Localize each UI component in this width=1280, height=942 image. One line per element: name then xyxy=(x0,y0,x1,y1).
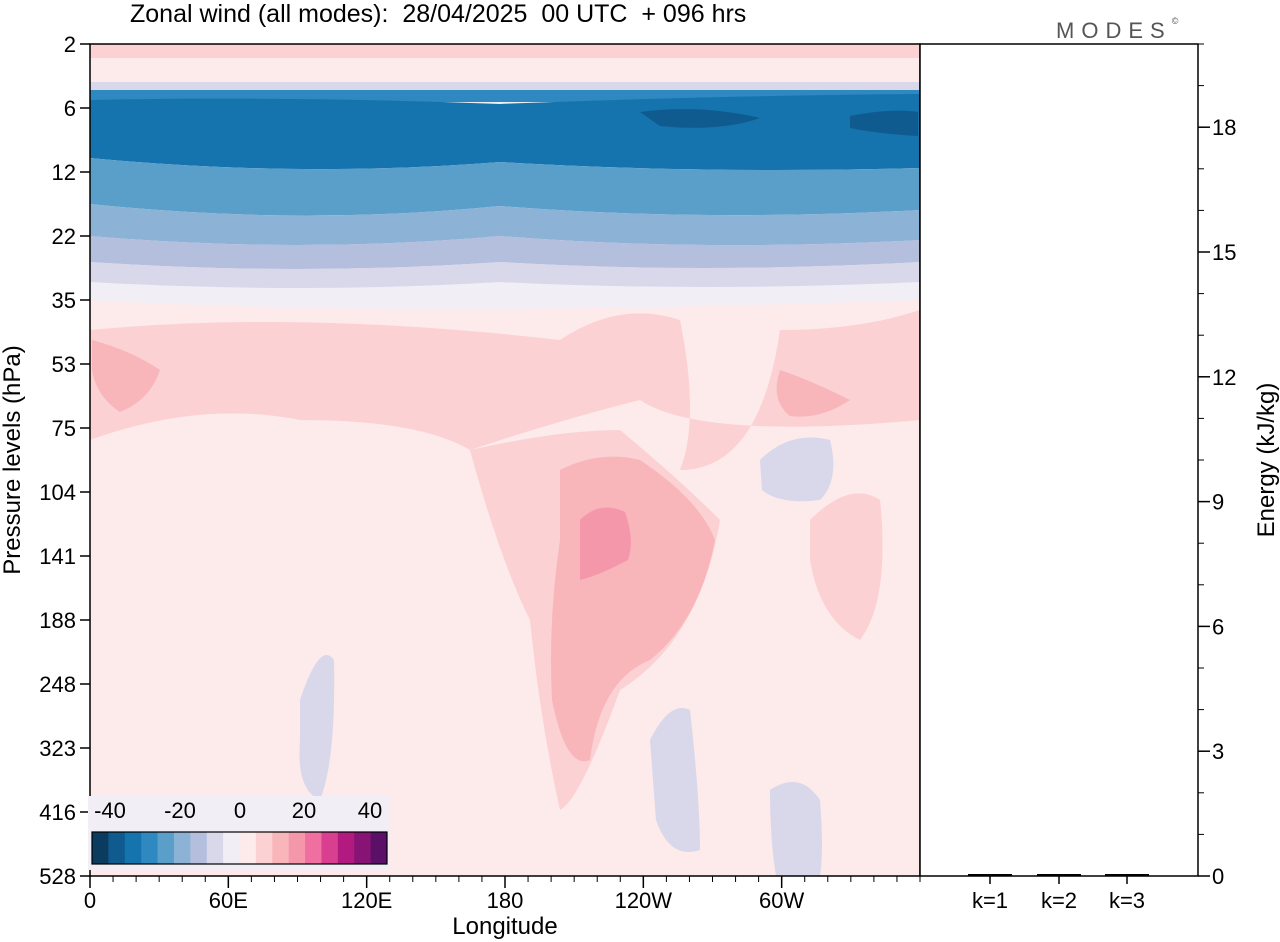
energy-x-axis: k=1 k=2 k=3 xyxy=(972,876,1145,913)
colorbar-tick-label: 20 xyxy=(292,798,316,823)
colorbar-frame xyxy=(91,831,388,865)
modes-logo: MODES© xyxy=(1056,15,1179,44)
band-easterly-faint xyxy=(90,236,920,269)
colorbar-tick-label: -20 xyxy=(164,798,196,823)
band-upper-westerly xyxy=(90,44,920,58)
colorbar-swatch xyxy=(337,832,355,864)
easterly-patch-4 xyxy=(760,437,834,502)
energy-x-tick-label: k=3 xyxy=(1109,888,1145,913)
y-tick-label: 416 xyxy=(39,800,76,825)
chart-title: Zonal wind (all modes): 28/04/2025 00 UT… xyxy=(130,0,747,28)
x-tick-label: 120W xyxy=(615,888,673,913)
band-easterly-max-2 xyxy=(850,110,918,136)
colorbar-swatch xyxy=(223,832,240,864)
jet-core-max xyxy=(580,507,631,580)
band-easterly-weak xyxy=(90,204,920,246)
energy-y-tick-label: 9 xyxy=(1212,490,1224,515)
x-tick-label: 180 xyxy=(487,888,524,913)
band-zero xyxy=(90,82,920,90)
energy-bar xyxy=(1105,874,1149,876)
energy-bar xyxy=(968,874,1012,876)
band-easterly-mid xyxy=(90,158,920,216)
westerly-lobe-right xyxy=(810,493,883,640)
y-axis-label: Pressure levels (hPa) xyxy=(0,345,26,574)
colorbar-swatch xyxy=(288,832,306,864)
y-tick-label: 323 xyxy=(39,736,76,761)
colorbar-swatch xyxy=(173,832,191,864)
y-tick-label: 22 xyxy=(52,224,76,249)
colorbar-tick-label: 0 xyxy=(234,798,246,823)
y-tick-label: 528 xyxy=(39,864,76,889)
easterly-patch-2 xyxy=(650,708,700,852)
energy-y-tick-label: 6 xyxy=(1212,614,1224,639)
logo-mark: © xyxy=(1171,15,1179,26)
colorbar-swatch xyxy=(92,832,109,864)
energy-y-axis: 0 3 6 9 12 15 18 xyxy=(1198,43,1236,889)
y-tick-label: 12 xyxy=(52,160,76,185)
easterly-patch-3 xyxy=(770,782,822,876)
colorbar-tick-label: -40 xyxy=(94,798,126,823)
logo-text: MODES xyxy=(1056,18,1172,43)
y-tick-label: 75 xyxy=(52,416,76,441)
x-axis-label: Longitude xyxy=(452,913,557,940)
westerly-patch-right xyxy=(776,370,850,417)
energy-panel-frame xyxy=(919,43,1199,877)
colorbar-tick-label: 40 xyxy=(358,798,382,823)
colorbar-swatch xyxy=(354,832,372,864)
band-upper-weak xyxy=(90,58,920,82)
band-transition xyxy=(90,262,920,288)
x-tick-label: 0 xyxy=(84,888,96,913)
energy-bars xyxy=(968,874,1149,876)
y-tick-label: 104 xyxy=(39,480,76,505)
colorbar-swatch xyxy=(206,832,224,864)
band-easterly-core xyxy=(90,94,920,170)
energy-y-tick-label: 18 xyxy=(1212,115,1236,140)
colorbar-swatch xyxy=(157,832,175,864)
colorbar-swatch xyxy=(321,832,339,864)
y-tick-label: 53 xyxy=(52,352,76,377)
energy-y-tick-label: 0 xyxy=(1212,864,1224,889)
energy-x-tick-label: k=2 xyxy=(1041,888,1077,913)
y-tick-label: 6 xyxy=(64,96,76,121)
pressure-axis: 2 6 12 22 35 53 75 104 141 188 248 323 416 528 xyxy=(39,32,90,889)
energy-y-tick-label: 12 xyxy=(1212,365,1236,390)
colorbar-swatch xyxy=(255,832,273,864)
y-tick-label: 35 xyxy=(52,288,76,313)
y-tick-label: 248 xyxy=(39,672,76,697)
x-tick-label: 120E xyxy=(341,888,392,913)
x-tick-label: 60W xyxy=(759,888,804,913)
colorbar: -40 -20 0 20 40 xyxy=(88,796,390,870)
y-tick-label: 2 xyxy=(64,32,76,57)
energy-axis-label: Energy (kJ/kg) xyxy=(1253,383,1280,538)
colorbar-swatch xyxy=(305,832,322,864)
band-easterly-max xyxy=(640,109,760,128)
energy-bar xyxy=(1037,874,1081,876)
energy-y-tick-label: 15 xyxy=(1212,240,1236,265)
colorbar-swatch xyxy=(108,832,126,864)
easterly-patch-1 xyxy=(299,655,335,800)
y-tick-label: 188 xyxy=(39,608,76,633)
westerly-patch-left xyxy=(92,340,160,412)
x-tick-label: 60E xyxy=(209,888,248,913)
energy-x-tick-label: k=1 xyxy=(972,888,1008,913)
band-lower-westerly-2 xyxy=(90,310,920,470)
y-tick-label: 141 xyxy=(39,544,76,569)
colorbar-swatch xyxy=(370,832,388,864)
longitude-axis: 0 60E 120E 180 120W 60W xyxy=(84,876,921,913)
wind-field xyxy=(89,43,921,877)
energy-y-tick-label: 3 xyxy=(1212,739,1224,764)
colorbar-swatch xyxy=(272,832,290,864)
energy-panel: 0 3 6 9 12 15 18 k=1 k=2 k=3 Energy (kJ/kg) xyxy=(919,43,1280,913)
colorbar-swatch xyxy=(124,832,142,864)
colorbar-swatch xyxy=(190,832,208,864)
colorbar-swatch xyxy=(141,832,159,864)
colorbar-swatch xyxy=(239,832,257,864)
